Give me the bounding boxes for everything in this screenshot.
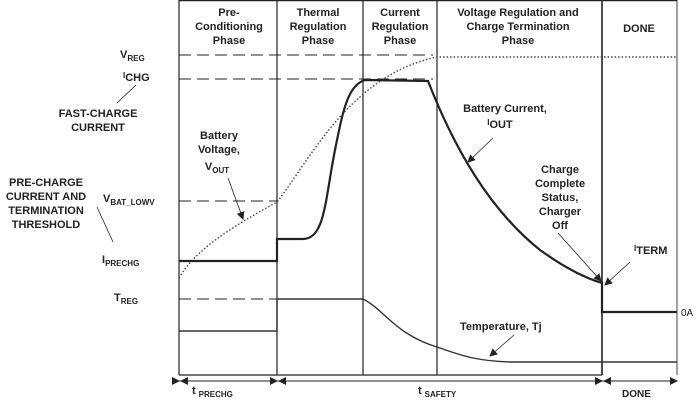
reference-lines [179, 54, 433, 300]
charge-complete-line5: Off [552, 220, 568, 232]
pre-charge-line3: TERMINATION [8, 205, 84, 217]
temperature-curve [179, 298, 677, 363]
battery-current-curve [179, 78, 677, 314]
charge-complete-line2: Complete [535, 178, 585, 190]
phase-5-label: DONE [623, 23, 655, 35]
phase-4-line2: Charge Termination [466, 21, 569, 33]
pre-charge-line4: THRESHOLD [12, 219, 81, 231]
battery-current-symbol: IOUT [487, 118, 513, 131]
pre-charge-line1: PRE-CHARGE [9, 177, 83, 189]
temperature-arrow [489, 334, 515, 357]
charge-complete-line1: Charge [541, 164, 579, 176]
pre-charge-leader [96, 206, 114, 243]
current-arrow [467, 137, 494, 163]
iterm-label: ITERM [634, 244, 667, 257]
phase-1-line1: Pre- [218, 7, 240, 19]
charge-complete-arrow [557, 232, 602, 282]
battery-voltage-symbol: VOUT [205, 161, 229, 175]
fast-charge-line1: FAST-CHARGE [59, 108, 138, 120]
iterm-arrow [604, 261, 631, 286]
phase-1-line2: Conditioning [195, 21, 263, 33]
battery-voltage-curve [178, 56, 677, 279]
phase-2-line3: Phase [302, 35, 334, 47]
fast-charge-leader [116, 84, 137, 104]
battery-current-line1: Battery Current, [463, 103, 547, 115]
phase-1-line3: Phase [213, 35, 245, 47]
vreg-label: VREG [120, 49, 145, 63]
phase-3-line1: Current [380, 7, 420, 19]
charge-complete-line4: Charger [539, 206, 582, 218]
fast-charge-line2: CURRENT [71, 122, 125, 134]
phase-4-line3: Phase [502, 35, 534, 47]
phase-4-line1: Voltage Regulation and [457, 7, 578, 19]
charge-complete-line3: Status, [542, 192, 579, 204]
phase-3-line3: Phase [384, 35, 416, 47]
battery-voltage-line2: Voltage, [198, 144, 240, 156]
voltage-arrow [227, 177, 245, 220]
iprechg-label: IPRECHG [102, 254, 139, 268]
tsafety-label: t SAFETY [418, 385, 457, 399]
vbat-lowv-label: VBAT_LOWV [103, 193, 155, 207]
phase-2-line2: Regulation [290, 21, 347, 33]
phase-2-line1: Thermal [297, 7, 340, 19]
phase-grid [178, 0, 678, 376]
done-timing-label: DONE [622, 389, 651, 400]
phase-headers: Pre- Conditioning Phase Thermal Regulati… [195, 7, 655, 47]
annotation-arrows [227, 137, 631, 357]
ichg-label: ICHG [123, 71, 150, 84]
tprechg-label: t PRECHG [192, 385, 233, 399]
battery-voltage-line1: Battery [200, 130, 239, 142]
pre-charge-line2: CURRENT AND [6, 191, 86, 203]
phase-3-line2: Regulation [372, 21, 429, 33]
treg-label: TREG [114, 292, 138, 306]
zero-amp-label: 0A [681, 308, 694, 319]
temperature-label: Temperature, Tj [460, 321, 542, 333]
